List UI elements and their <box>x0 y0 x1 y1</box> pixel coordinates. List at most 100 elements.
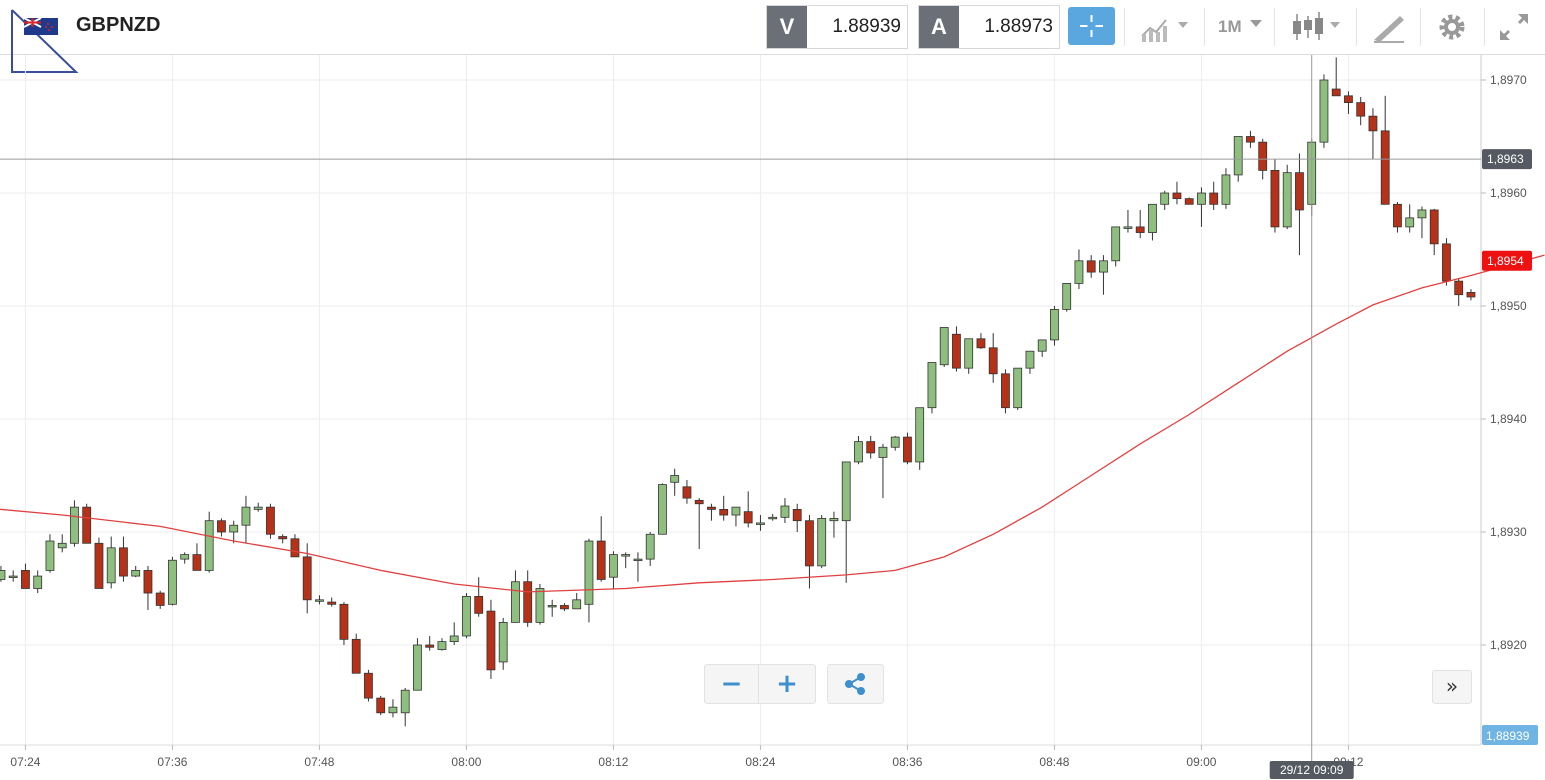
moving-average-badge: 1,8954 <box>1482 250 1532 271</box>
candle-body-up <box>131 570 141 577</box>
candle <box>1295 153 1304 256</box>
candle <box>33 570 43 594</box>
scroll-to-latest-button[interactable]: » <box>1432 670 1472 704</box>
candle <box>1172 181 1182 205</box>
candle-body-down <box>327 601 337 605</box>
candle-body-up <box>180 554 190 560</box>
time-tick-label: 08:48 <box>1039 755 1069 769</box>
candle <box>731 506 741 527</box>
candle-body-up <box>70 506 79 544</box>
drawing-icon <box>1374 16 1404 43</box>
zoom-out-button[interactable]: − <box>705 665 759 703</box>
candle <box>1429 208 1439 256</box>
candle <box>1246 130 1255 148</box>
zoom-in-button[interactable]: + <box>760 665 814 703</box>
candle <box>645 532 655 566</box>
crosshair-time-badge: 29/12 09:09 <box>1269 761 1354 779</box>
chart-type-button[interactable] <box>1138 8 1194 46</box>
candle <box>131 565 141 578</box>
candle <box>694 498 704 549</box>
candle <box>670 468 680 496</box>
candle <box>1001 369 1010 414</box>
candle <box>1368 108 1378 160</box>
candle-body-down <box>866 441 876 454</box>
bid-tag: V <box>767 6 807 48</box>
candle-body-up <box>658 484 667 535</box>
top-toolbar: GBPNZD V 1.88939 A 1.88973 1M <box>0 0 1545 73</box>
time-tick-label: 08:24 <box>745 755 775 769</box>
corner-triangle-icon <box>11 9 79 73</box>
candle <box>0 565 6 582</box>
candle <box>854 435 863 465</box>
candle <box>890 435 900 451</box>
toolbar-separator <box>1356 8 1357 46</box>
candle <box>1442 238 1451 286</box>
candle-body-up <box>1282 172 1292 228</box>
candle <box>1380 95 1390 205</box>
candle <box>1086 255 1096 278</box>
candle <box>927 362 937 414</box>
candle-body-down <box>1393 203 1402 228</box>
candle <box>1331 57 1341 97</box>
candle <box>413 638 422 691</box>
candle <box>400 687 410 727</box>
candle <box>1184 197 1194 205</box>
candle <box>155 590 165 609</box>
candle-body-up <box>890 436 900 448</box>
toolbar-separator <box>1274 8 1275 46</box>
candle <box>756 515 765 531</box>
candle <box>315 595 324 605</box>
candle-body-up <box>1233 136 1243 176</box>
candles <box>0 57 1476 727</box>
share-button[interactable] <box>827 664 884 704</box>
candle-body-down <box>1331 88 1341 97</box>
candle-body-down <box>364 672 373 699</box>
candle <box>168 556 177 606</box>
bid-price-badge: 1,88939 <box>1482 725 1538 745</box>
candle-body-down <box>217 520 226 533</box>
candle-body-down <box>1356 102 1366 117</box>
candle <box>462 593 471 639</box>
drawing-tools-button[interactable] <box>1370 8 1410 46</box>
candle-body-down <box>560 605 569 610</box>
candle-body-down <box>952 333 961 369</box>
candle <box>278 534 288 544</box>
candle-body-down <box>1246 136 1255 143</box>
candle <box>266 503 275 539</box>
candle <box>621 552 631 569</box>
timeframe-dropdown[interactable]: 1M <box>1214 8 1266 46</box>
candle <box>388 699 398 718</box>
candle <box>1270 159 1280 233</box>
settings-button[interactable] <box>1432 8 1472 46</box>
crosshair-button[interactable] <box>1068 7 1115 45</box>
candlestick-button[interactable] <box>1288 8 1344 46</box>
candle <box>658 483 667 535</box>
candle <box>939 327 949 368</box>
candle-body-down <box>596 540 606 580</box>
candle-body-up <box>756 522 765 525</box>
candle-body-up <box>1074 260 1084 284</box>
candle-body-up <box>1099 260 1108 273</box>
fullscreen-button[interactable] <box>1494 8 1534 46</box>
price-chart[interactable]: 1,8920 1,8930 1,8940 1,8950 1,8960 1,8970 07:… <box>0 55 1545 780</box>
candle <box>707 503 716 521</box>
price-tick-label: 1,8920 <box>1490 638 1527 652</box>
bid-price-box[interactable]: V 1.88939 <box>766 5 908 49</box>
ask-tag: A <box>919 6 959 48</box>
candle <box>988 333 998 383</box>
candle-body-up <box>878 446 888 458</box>
candle-body-down <box>1270 169 1280 228</box>
candle-body-down <box>1295 172 1304 211</box>
candle-body-down <box>805 520 814 567</box>
candle-body-up <box>1013 367 1023 409</box>
candle <box>498 617 508 670</box>
candle-body-up <box>1417 209 1427 219</box>
candle <box>964 338 974 374</box>
candle-body-down <box>682 486 692 499</box>
ask-price-box[interactable]: A 1.88973 <box>918 5 1060 49</box>
bid-price-label: 1,88939 <box>1486 729 1530 743</box>
crosshair-icon <box>1080 15 1103 37</box>
candle-body-up <box>841 461 851 522</box>
candle-body-up <box>1148 203 1157 233</box>
chart-type-icon <box>1141 19 1188 42</box>
